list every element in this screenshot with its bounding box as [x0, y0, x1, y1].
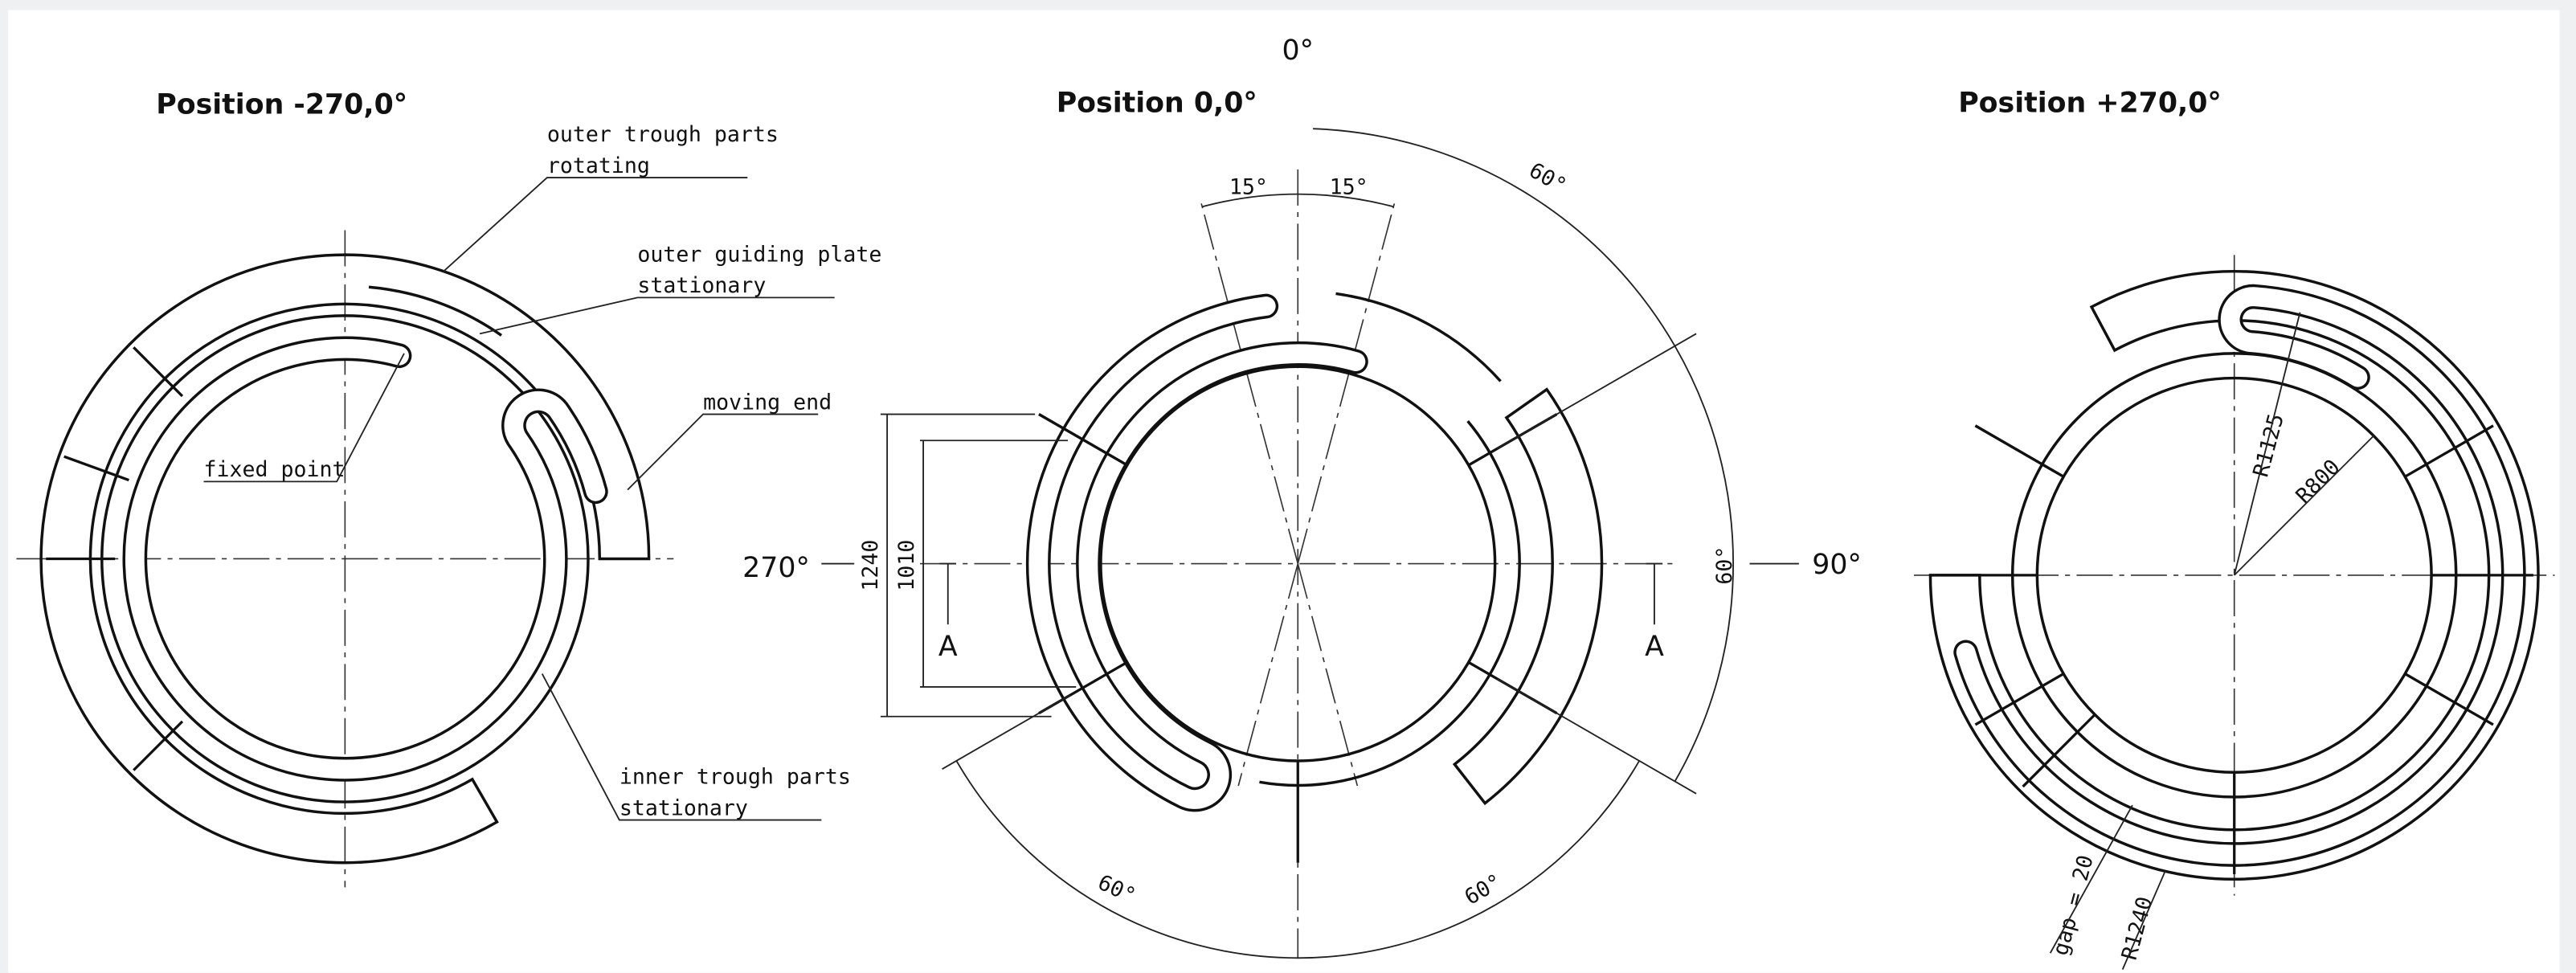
channel-inside [1956, 287, 2524, 865]
guiding-plate [368, 285, 503, 337]
section-line [939, 562, 1663, 625]
section-mark: A [1645, 631, 1664, 663]
shapes [16, 128, 2555, 959]
angle-label: 15° [1330, 175, 1368, 200]
annotation: stationary [637, 273, 766, 298]
angle-label: 60° [1712, 546, 1737, 585]
dimension: 1240 [858, 540, 883, 591]
angle-ray [1199, 198, 1396, 787]
joint-mark [1974, 673, 2065, 726]
angle-label: 90° [1812, 549, 1862, 581]
trough-ring [1928, 270, 2540, 881]
joint-mark [133, 720, 184, 771]
section-mark: A [938, 631, 958, 663]
dimension: 1010 [894, 540, 919, 591]
joint-mark [2404, 673, 2494, 726]
annotation: inner trough parts [619, 765, 851, 790]
angle-label: 0° [1282, 35, 1314, 67]
joint-mark [1038, 413, 1128, 467]
trough-ring [39, 253, 651, 865]
joint-mark [63, 455, 129, 482]
view-title: Position -270,0° [156, 88, 407, 121]
joint-mark [1974, 424, 2065, 478]
leader [203, 353, 405, 483]
joint-mark [2022, 713, 2096, 788]
trough-ring [1452, 387, 1604, 806]
angle-label: 270° [742, 552, 810, 584]
dimension-arc [955, 128, 1735, 959]
angle-label: 15° [1229, 175, 1268, 200]
annotation: outer trough parts [547, 122, 779, 147]
channel-inside [125, 339, 606, 779]
dimension-line [880, 413, 1077, 717]
joint-mark [2404, 424, 2494, 478]
sheet [8, 10, 2560, 973]
guiding-plate [1335, 292, 1502, 382]
joint-mark [133, 346, 184, 398]
leader [479, 296, 835, 335]
extension-line [942, 333, 1697, 795]
view-title: Position 0,0° [1057, 87, 1257, 119]
annotation: outer guiding plate [637, 242, 881, 267]
leader [443, 177, 748, 272]
leader [541, 673, 822, 821]
annotation: fixed point [204, 457, 346, 482]
annotation: moving end [703, 390, 832, 415]
channel-inside [1028, 296, 1366, 809]
dimension-line [2049, 312, 2375, 970]
annotation: stationary [619, 795, 748, 820]
view-title: Position +270,0° [1958, 87, 2222, 119]
leader [627, 413, 819, 491]
annotation: rotating [547, 153, 650, 178]
